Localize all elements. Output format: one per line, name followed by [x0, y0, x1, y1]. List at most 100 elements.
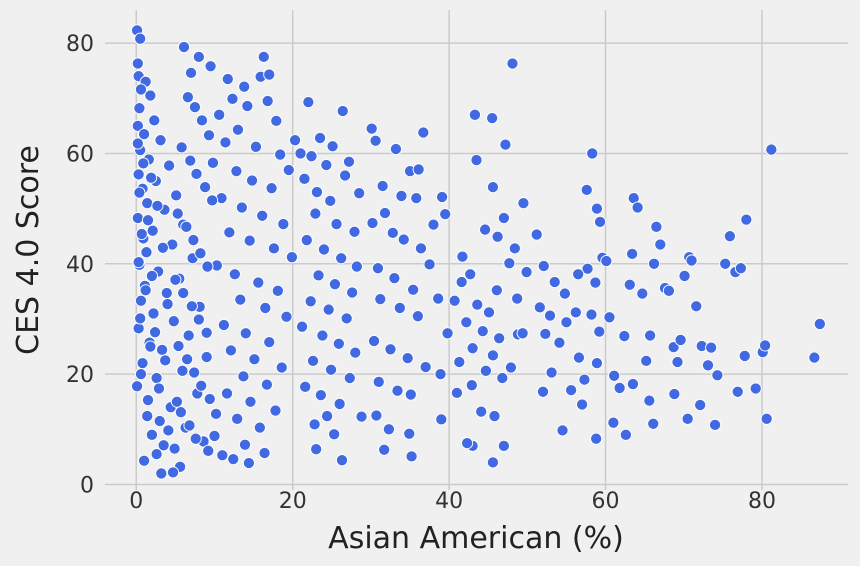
data-point — [280, 310, 293, 323]
data-point — [553, 336, 566, 349]
data-point — [401, 352, 414, 365]
data-point — [366, 216, 379, 230]
data-point — [151, 199, 164, 212]
data-point — [132, 322, 145, 335]
data-point — [503, 257, 516, 270]
data-point — [723, 230, 736, 243]
data-point — [662, 284, 675, 297]
data-point — [543, 309, 557, 322]
y-axis-ticks: 0 20 40 60 80 — [66, 32, 94, 498]
data-point — [285, 251, 298, 264]
data-point — [749, 382, 762, 395]
data-point — [237, 370, 250, 383]
data-point — [312, 269, 325, 282]
data-point — [466, 342, 479, 355]
data-point — [350, 260, 363, 273]
data-point — [332, 337, 345, 350]
data-point — [738, 349, 751, 362]
data-point — [590, 357, 603, 370]
data-point — [539, 327, 552, 340]
data-point — [159, 354, 172, 367]
data-point — [353, 187, 366, 200]
data-point — [468, 108, 481, 121]
data-point — [414, 242, 428, 255]
data-point — [231, 123, 245, 136]
data-point — [517, 197, 530, 210]
data-point — [349, 346, 362, 359]
data-point — [239, 327, 252, 340]
data-point — [335, 454, 349, 467]
data-point — [309, 207, 322, 220]
data-point — [177, 286, 190, 300]
data-point — [423, 258, 436, 271]
data-point — [216, 449, 229, 462]
data-point — [269, 404, 282, 417]
data-point — [181, 353, 194, 366]
data-point — [200, 326, 213, 339]
data-point — [310, 443, 323, 456]
data-point — [166, 466, 180, 479]
data-point — [765, 143, 778, 156]
data-point — [760, 412, 773, 425]
data-point — [140, 246, 153, 259]
x-tick-label: 80 — [748, 489, 776, 514]
data-point — [333, 397, 346, 410]
data-point — [367, 334, 381, 348]
data-point — [224, 344, 237, 357]
data-point — [497, 211, 510, 225]
data-point — [161, 298, 174, 311]
data-point — [594, 215, 607, 228]
data-point — [261, 94, 274, 108]
x-tick-label: 0 — [129, 489, 143, 514]
data-point — [145, 428, 158, 441]
y-axis-label: CES 4.0 Score — [11, 145, 46, 355]
data-point — [371, 262, 385, 275]
data-point — [324, 194, 337, 207]
data-point — [289, 134, 302, 147]
data-point — [194, 247, 207, 260]
data-point — [314, 131, 327, 145]
data-point — [465, 379, 478, 392]
data-point — [636, 287, 649, 300]
data-point — [455, 275, 468, 289]
data-point — [219, 136, 232, 149]
data-point — [674, 333, 687, 346]
data-point — [238, 438, 252, 451]
data-point — [310, 186, 324, 199]
data-point — [667, 341, 680, 354]
data-point — [134, 368, 148, 381]
data-point — [275, 361, 288, 374]
data-point — [734, 262, 747, 275]
data-point — [141, 410, 154, 423]
data-point — [731, 385, 744, 398]
data-point — [681, 412, 694, 425]
data-point — [202, 444, 215, 457]
data-point — [328, 428, 341, 441]
data-point — [134, 312, 147, 325]
data-point — [813, 317, 826, 330]
data-point — [147, 307, 160, 320]
data-point — [245, 174, 259, 187]
data-point — [403, 427, 416, 440]
data-point — [244, 395, 257, 408]
data-point — [192, 313, 205, 326]
data-point — [511, 292, 524, 305]
data-point — [180, 220, 193, 233]
data-point — [154, 134, 167, 147]
data-point — [678, 269, 691, 282]
data-point — [187, 234, 200, 247]
data-point — [155, 467, 168, 480]
data-point — [188, 366, 201, 379]
data-point — [138, 128, 151, 141]
data-point — [460, 316, 473, 329]
data-point — [486, 456, 499, 469]
data-point — [491, 230, 504, 243]
gridlines — [105, 10, 848, 490]
data-point — [453, 355, 466, 369]
data-point — [252, 276, 265, 289]
data-point — [572, 268, 585, 281]
data-point — [230, 165, 243, 178]
data-point — [195, 114, 209, 127]
data-point — [258, 446, 271, 460]
data-point — [448, 294, 461, 307]
